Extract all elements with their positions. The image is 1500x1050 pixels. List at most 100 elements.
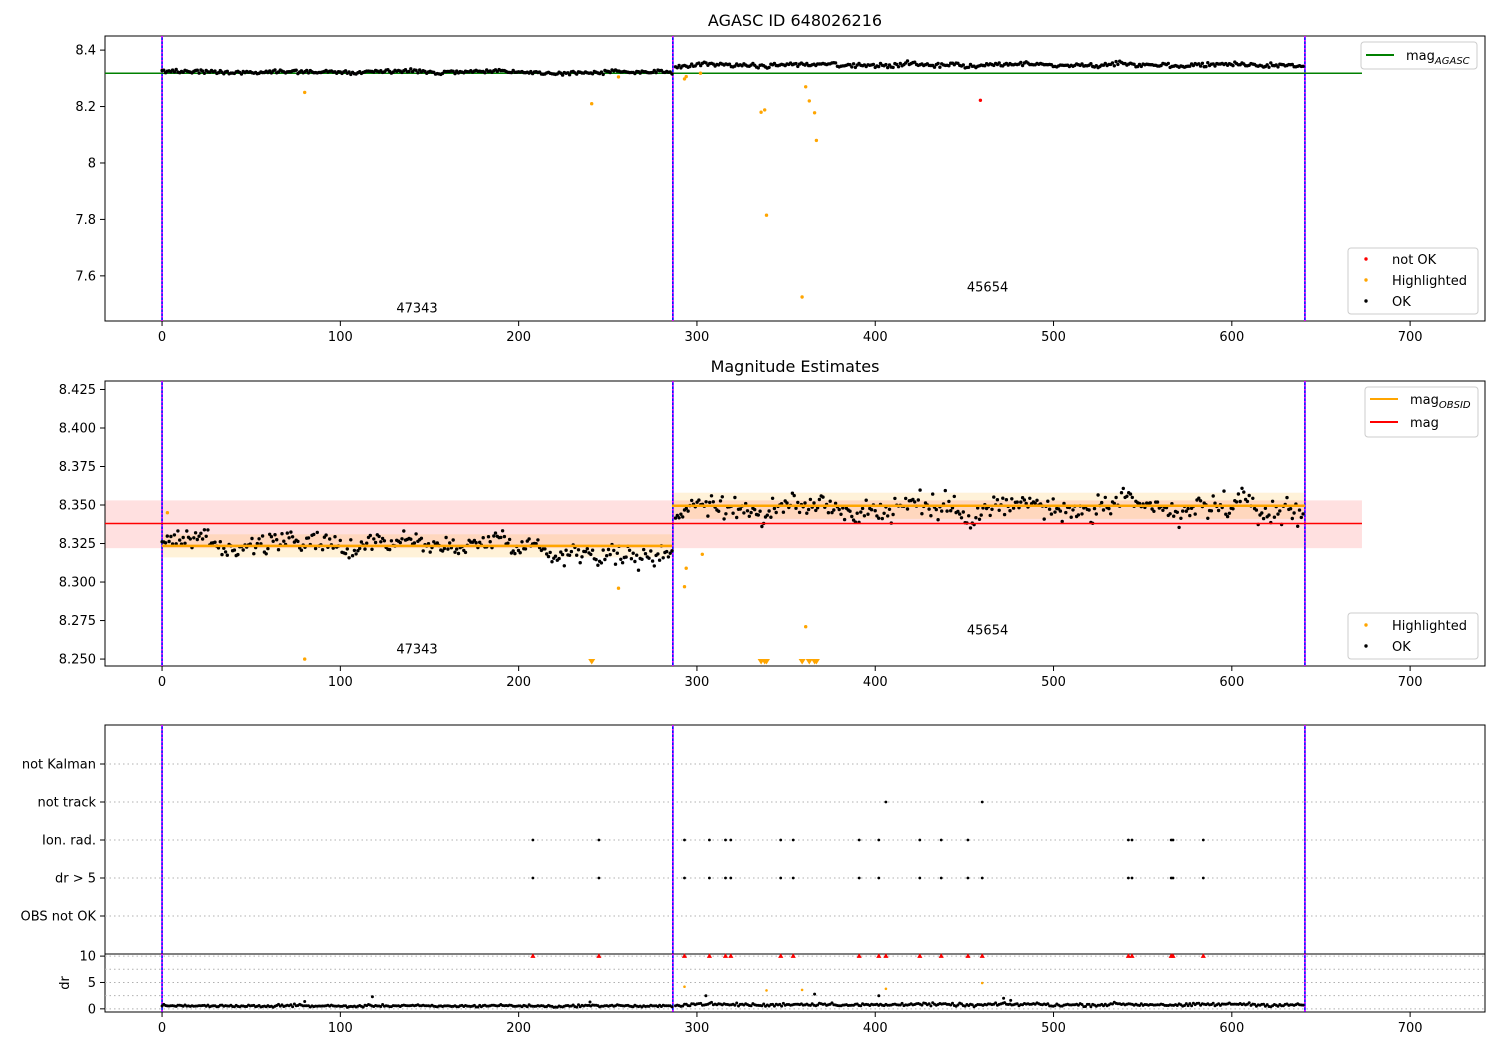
- ok-point: [414, 532, 418, 536]
- ok-point: [456, 551, 461, 556]
- ok-point: [640, 557, 644, 561]
- obsid-annotation: 47343: [396, 302, 437, 317]
- ok-point: [276, 548, 281, 552]
- ok-point: [961, 63, 965, 67]
- ok-point: [1125, 494, 1129, 498]
- ok-point: [444, 535, 448, 540]
- ok-point: [1172, 514, 1176, 518]
- ok-point: [1112, 64, 1117, 68]
- ok-point: [758, 509, 762, 513]
- ok-point: [313, 546, 318, 551]
- not-ok-point: [978, 98, 983, 103]
- ok-point: [1152, 509, 1156, 513]
- ok-point: [649, 549, 653, 553]
- y-axis: 0 5 10: [79, 950, 105, 1017]
- ok-point: [589, 552, 593, 557]
- dr-ok-point: [1265, 1003, 1269, 1007]
- ok-point: [927, 507, 931, 511]
- dr-ok-point: [379, 1005, 383, 1008]
- ok-point: [1193, 512, 1197, 516]
- ok-point: [486, 535, 491, 539]
- ok-point: [1008, 509, 1012, 513]
- x-tick-label: 0: [158, 1021, 166, 1036]
- ok-point: [990, 507, 994, 511]
- panel-agasc-frame: [104, 35, 1486, 322]
- ok-point: [904, 496, 908, 501]
- ok-point: [328, 537, 332, 541]
- flag-point: [918, 838, 922, 842]
- ok-point: [474, 541, 478, 545]
- ok-point: [1261, 516, 1266, 521]
- panel-dr-frame: [104, 953, 1486, 1013]
- ok-point: [202, 71, 207, 76]
- ok-point: [428, 550, 432, 554]
- ok-point: [1046, 499, 1050, 503]
- dr-ok-point: [525, 1005, 529, 1009]
- ok-point: [606, 547, 611, 552]
- ok-point: [1213, 501, 1217, 505]
- ok-point: [670, 72, 674, 76]
- dr-ok-point: [588, 1000, 592, 1004]
- ok-point: [1225, 514, 1230, 519]
- highlighted-point: [590, 102, 594, 106]
- ok-point: [1022, 498, 1027, 502]
- ok-point: [536, 538, 540, 542]
- ok-point: [377, 534, 381, 539]
- ok-point: [636, 568, 641, 572]
- ok-point: [812, 501, 816, 505]
- ok-point: [169, 534, 173, 539]
- ok-point: [1094, 512, 1099, 516]
- ok-point: [200, 537, 205, 541]
- ok-point: [368, 533, 372, 538]
- ok-point: [880, 516, 884, 521]
- ok-point: [790, 491, 795, 495]
- ok-point: [677, 516, 681, 520]
- legend-marker-swatch: [1364, 278, 1368, 282]
- x-tick-label: 0: [158, 675, 166, 690]
- ok-point: [679, 512, 683, 516]
- ok-point: [938, 65, 942, 69]
- ok-point: [697, 498, 701, 502]
- ok-point: [389, 539, 394, 543]
- ok-point: [753, 507, 757, 512]
- ok-point: [463, 550, 468, 555]
- dr-ok-point: [762, 1002, 766, 1006]
- dr-ok-point: [1197, 1001, 1201, 1005]
- flag-point: [980, 876, 984, 880]
- ok-point: [949, 509, 953, 513]
- dr-ok-point: [1183, 1004, 1186, 1007]
- ok-point: [718, 499, 723, 503]
- ok-point: [373, 540, 378, 545]
- ok-point: [1092, 506, 1097, 511]
- y-tick-label: 8.250: [59, 653, 96, 668]
- x-tick-label: 300: [685, 1021, 710, 1036]
- ok-point: [913, 60, 917, 64]
- flag-point: [1130, 838, 1134, 842]
- ok-point: [548, 550, 552, 555]
- highlighted-point: [165, 511, 170, 515]
- highlighted-point: [759, 110, 763, 114]
- x-tick-label: 300: [685, 330, 710, 345]
- ok-point: [432, 540, 436, 544]
- dr-ok-point: [994, 1001, 998, 1005]
- y-tick-label: 8.2: [75, 100, 96, 115]
- ok-point: [931, 492, 935, 496]
- ok-point: [236, 552, 240, 557]
- ok-point: [731, 511, 735, 515]
- ok-point: [936, 518, 940, 522]
- ok-point: [167, 539, 171, 544]
- ok-point: [1155, 500, 1160, 504]
- ok-point: [886, 65, 890, 70]
- ok-point: [934, 507, 938, 512]
- ok-point: [172, 70, 177, 74]
- ok-point: [711, 500, 715, 504]
- ok-point: [543, 547, 547, 551]
- ok-point: [859, 510, 863, 514]
- ok-point: [608, 70, 612, 75]
- dr-ok-point: [1087, 1002, 1091, 1006]
- x-tick-label: 100: [328, 675, 353, 690]
- ok-point: [1184, 509, 1189, 513]
- ok-point: [421, 549, 425, 553]
- ok-point: [225, 69, 229, 74]
- x-tick-label: 500: [1041, 675, 1066, 690]
